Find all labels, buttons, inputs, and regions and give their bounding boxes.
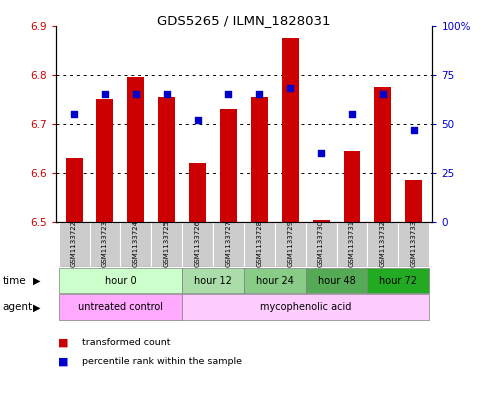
Point [317, 150, 325, 156]
Text: GSM1133722: GSM1133722 [71, 220, 77, 267]
Text: hour 12: hour 12 [194, 275, 232, 286]
Bar [120, 222, 151, 267]
Bar [251, 97, 268, 222]
Text: hour 48: hour 48 [318, 275, 355, 286]
Bar [151, 222, 182, 267]
Bar [374, 87, 391, 222]
Text: hour 24: hour 24 [256, 275, 294, 286]
Bar [89, 222, 120, 267]
Text: GSM1133730: GSM1133730 [318, 220, 324, 267]
Text: GSM1133726: GSM1133726 [195, 220, 200, 267]
Bar [58, 268, 182, 294]
Point [256, 91, 263, 97]
Bar [58, 222, 89, 267]
Point [410, 127, 418, 133]
Bar [66, 158, 83, 222]
Text: ■: ■ [57, 356, 68, 366]
Point [225, 91, 232, 97]
Bar [306, 222, 337, 267]
Text: GSM1133724: GSM1133724 [133, 220, 139, 267]
Bar [128, 77, 144, 222]
Bar [313, 220, 329, 222]
Point [379, 91, 387, 97]
Text: GSM1133727: GSM1133727 [226, 220, 231, 267]
Bar [97, 99, 114, 222]
Bar [368, 222, 398, 267]
Bar [244, 268, 306, 294]
Bar [189, 163, 206, 222]
Point [348, 111, 356, 117]
Point [163, 91, 170, 97]
Text: hour 0: hour 0 [105, 275, 136, 286]
Text: ▶: ▶ [33, 302, 41, 312]
Bar [158, 97, 175, 222]
Bar [306, 268, 368, 294]
Bar [343, 151, 360, 222]
Bar [182, 222, 213, 267]
Point [286, 85, 294, 92]
Text: transformed count: transformed count [82, 338, 170, 347]
Bar [405, 180, 422, 222]
Point [132, 91, 140, 97]
Text: GSM1133725: GSM1133725 [164, 220, 170, 267]
Text: GSM1133731: GSM1133731 [349, 220, 355, 267]
Bar [282, 38, 298, 222]
Text: untreated control: untreated control [78, 302, 163, 312]
Bar [368, 268, 429, 294]
Point [70, 111, 78, 117]
Text: GSM1133732: GSM1133732 [380, 220, 386, 267]
Point [101, 91, 109, 97]
Bar [275, 222, 306, 267]
Text: ■: ■ [57, 337, 68, 347]
Text: GSM1133728: GSM1133728 [256, 220, 262, 267]
Bar [182, 294, 429, 320]
Text: GDS5265 / ILMN_1828031: GDS5265 / ILMN_1828031 [157, 14, 331, 27]
Text: time: time [2, 275, 26, 286]
Text: agent: agent [2, 302, 32, 312]
Bar [58, 294, 182, 320]
Text: hour 72: hour 72 [379, 275, 417, 286]
Text: mycophenolic acid: mycophenolic acid [260, 302, 351, 312]
Bar [220, 109, 237, 222]
Text: percentile rank within the sample: percentile rank within the sample [82, 357, 242, 365]
Text: GSM1133729: GSM1133729 [287, 220, 293, 267]
Bar [398, 222, 429, 267]
Text: GSM1133723: GSM1133723 [102, 220, 108, 267]
Bar [182, 268, 244, 294]
Text: ▶: ▶ [33, 275, 41, 286]
Bar [337, 222, 368, 267]
Text: GSM1133733: GSM1133733 [411, 220, 417, 267]
Point [194, 117, 201, 123]
Bar [244, 222, 275, 267]
Bar [213, 222, 244, 267]
